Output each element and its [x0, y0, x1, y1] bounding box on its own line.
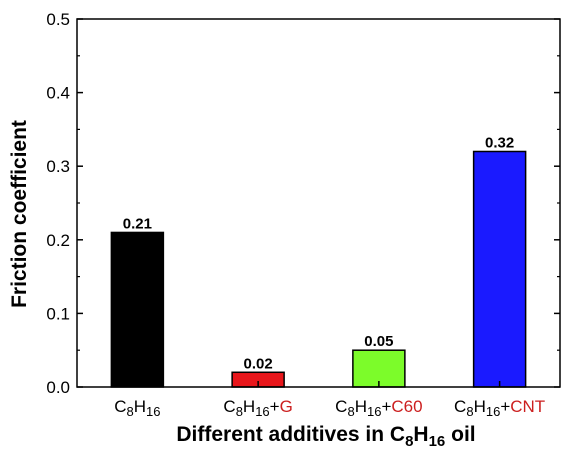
- y-tick-label: 0.2: [46, 231, 70, 250]
- bar: [352, 349, 406, 388]
- bar-value-label: 0.21: [123, 215, 152, 232]
- bar-value-label: 0.05: [364, 333, 393, 350]
- y-tick-label: 0.1: [46, 304, 70, 323]
- bar: [110, 231, 165, 388]
- y-axis-title: Friction coefficient: [8, 120, 31, 308]
- y-tick-label: 0.5: [46, 10, 70, 29]
- bar: [472, 150, 527, 388]
- y-axis-title-group: Friction coefficient: [8, 120, 31, 308]
- plot-area: 0.0 0.1 0.2 0.3 0.4 0.5 0.21 C8H16 0.02 C8H16+G 0.…: [46, 10, 560, 419]
- x-tick-label: C8H16+G: [223, 397, 292, 419]
- plot-frame: [76, 18, 561, 388]
- bar-value-label: 0.32: [485, 134, 514, 151]
- y-tick-label: 0.3: [46, 157, 70, 176]
- x-tick-label: C8H16: [114, 397, 160, 419]
- y-tick-label: 0.4: [46, 84, 70, 103]
- x-axis-title: Different additives in C8H16 oil: [176, 423, 475, 449]
- bar-value-label: 0.02: [244, 355, 273, 372]
- x-tick-label: C8H16+CNT: [454, 397, 545, 419]
- y-tick-label: 0.0: [46, 378, 70, 397]
- x-tick-label: C8H16+C60: [335, 397, 422, 419]
